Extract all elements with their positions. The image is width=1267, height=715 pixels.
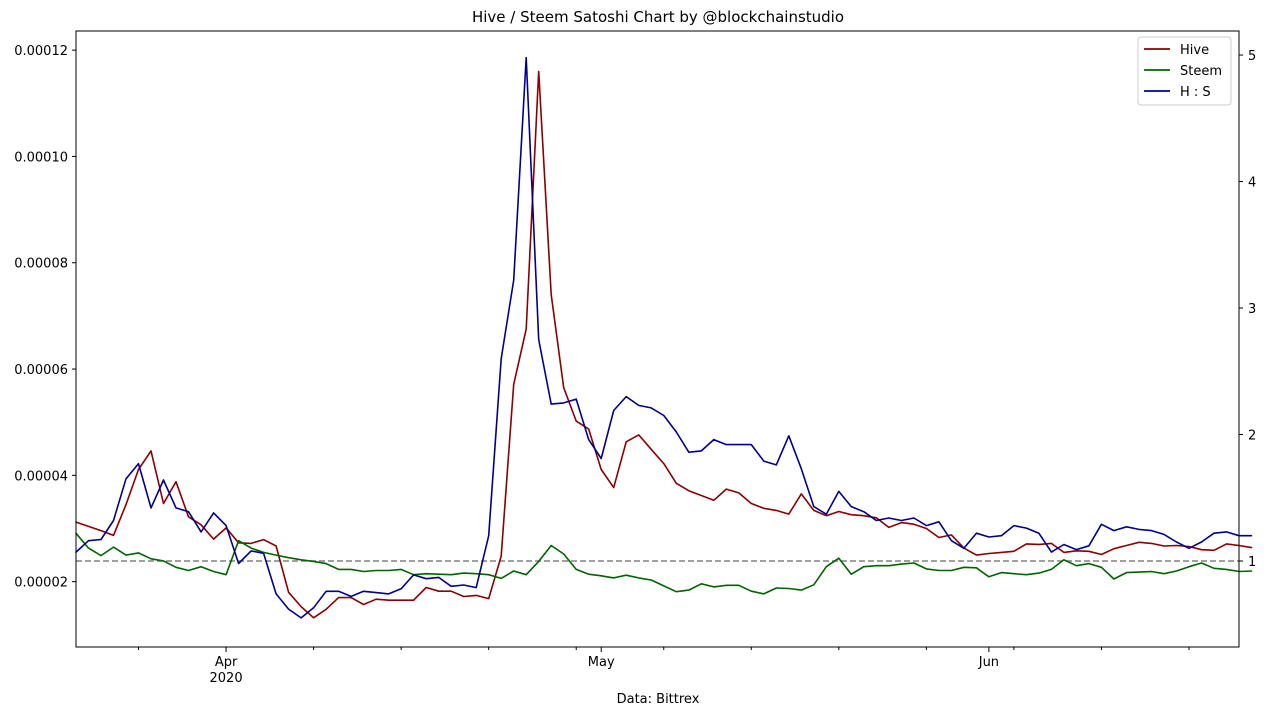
y-left-tick-label: 0.00008 [14, 257, 68, 272]
x-tick-label: Apr [215, 655, 238, 670]
y-left-tick-label: 0.00002 [14, 576, 68, 591]
series-lines [75, 56, 1253, 619]
x-tick-sublabel: 2020 [210, 671, 243, 686]
y-right-tick-label: 2 [1248, 428, 1256, 443]
series-line-hive [75, 70, 1253, 619]
plot-area [76, 31, 1239, 647]
y-right-tick-label: 5 [1248, 49, 1256, 64]
y-left-tick-label: 0.00012 [14, 44, 68, 59]
x-axis-label: Data: Bittrex [617, 692, 700, 707]
legend-box [1137, 36, 1232, 106]
y-axis-right: 1 2 3 4 5 [1239, 49, 1256, 570]
chart-title: Hive / Steem Satoshi Chart by @blockchai… [472, 8, 844, 26]
y-left-tick-label: 0.00004 [14, 469, 68, 484]
x-tick-label: May [588, 655, 615, 670]
y-axis-left: 0.00002 0.00004 0.00006 0.00008 0.00010 0.000… [14, 44, 76, 591]
legend: Hive Steem H : S [1137, 36, 1232, 106]
plot-frame [75, 30, 1240, 648]
legend-label-hive: Hive [1180, 43, 1209, 58]
y-left-tick-label: 0.00010 [14, 150, 68, 165]
y-right-tick-label: 1 [1248, 555, 1256, 570]
legend-label-h-s: H : S [1180, 85, 1211, 100]
y-left-tick-label: 0.00006 [14, 363, 68, 378]
y-right-tick-label: 3 [1248, 302, 1256, 317]
series-line-steem [75, 532, 1253, 595]
y-right-tick-label: 4 [1248, 176, 1256, 191]
series-line-h-s [75, 56, 1253, 619]
x-tick-label: Jun [978, 655, 999, 670]
plot-border [75, 30, 1240, 648]
legend-label-steem: Steem [1180, 64, 1222, 79]
plot-background [76, 31, 1239, 647]
